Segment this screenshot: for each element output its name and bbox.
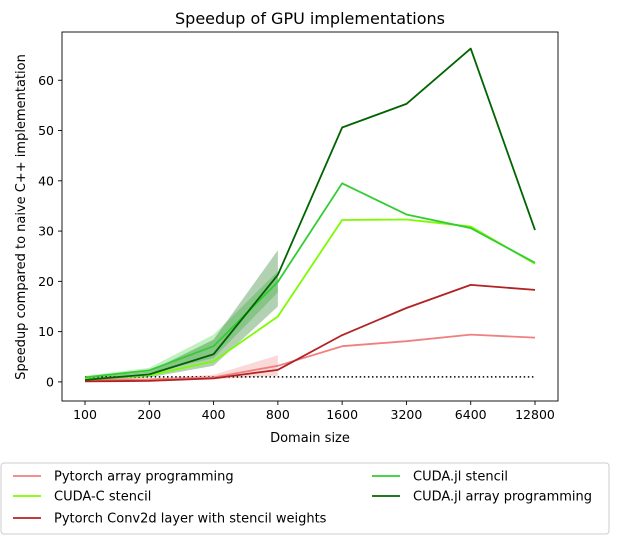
y-tick-label: 30 [38,224,54,239]
y-tick-label: 50 [38,123,54,138]
series-lines [84,47,536,383]
x-axis-ticks: 100 200 400 800 1600 3200 6400 12800 [73,401,555,422]
legend-label-3: CUDA.jl stencil [413,470,508,485]
y-tick-label: 40 [38,173,54,188]
x-tick-label: 200 [137,407,161,422]
legend-label-1: CUDA-C stencil [54,490,151,505]
legend-label-0: Pytorch array programming [54,470,234,485]
x-tick-label: 400 [202,407,226,422]
series-line-4 [84,47,536,381]
x-tick-label: 1600 [326,407,358,422]
x-axis-label: Domain size [270,431,350,446]
y-tick-label: 10 [38,324,54,339]
chart-title: Speedup of GPU implementations [175,9,445,28]
band-4 [85,250,278,381]
legend: Pytorch array programming CUDA-C stencil P… [0,462,610,535]
y-axis-ticks: 0 10 20 30 40 50 60 [38,73,62,389]
series-line-3 [84,182,536,379]
series-line-2 [84,283,536,383]
legend-label-4: CUDA.jl array programming [413,490,592,505]
x-tick-label: 12800 [515,407,555,422]
legend-label-2: Pytorch Conv2d layer with stencil weight… [54,512,327,527]
legend-box [0,462,610,535]
y-tick-label: 0 [46,374,54,389]
confidence-bands [85,250,278,381]
x-tick-label: 100 [73,407,97,422]
y-axis-label: Speedup compared to naive C++ implementa… [14,54,29,380]
series-line-0 [84,333,536,381]
x-tick-label: 800 [266,407,290,422]
y-tick-label: 60 [38,73,54,88]
y-tick-label: 20 [38,274,54,289]
x-tick-label: 3200 [391,407,423,422]
x-tick-label: 6400 [455,407,487,422]
plot-area-frame [61,31,559,402]
